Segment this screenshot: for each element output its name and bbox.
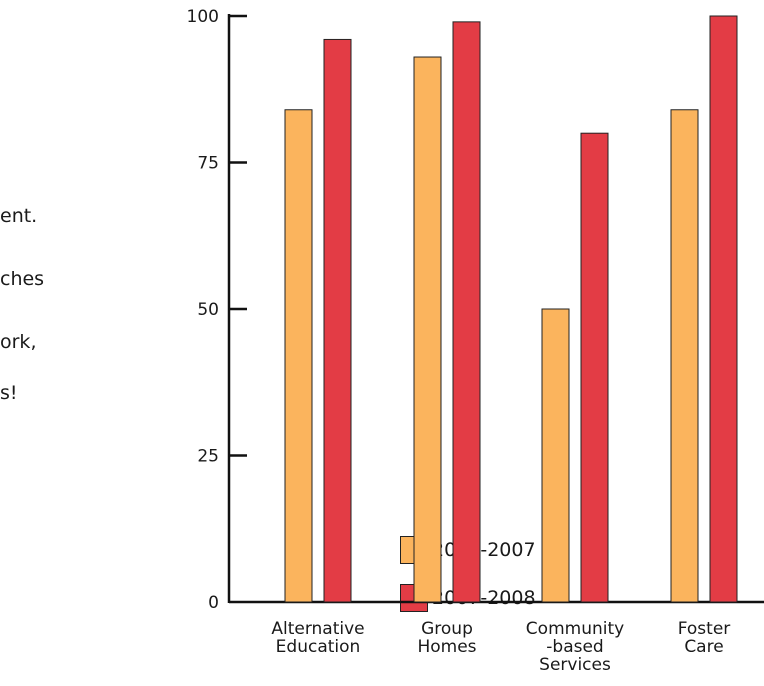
category-label-line: Foster (678, 619, 731, 639)
bar-series-1 (413, 56, 442, 603)
category-label: Community -based Services (526, 619, 624, 675)
bar-series-1 (670, 109, 699, 603)
y-tick-label: 75 (197, 154, 219, 174)
bar-series-2 (580, 132, 609, 603)
bar-series-1 (284, 109, 313, 603)
bar-series-1 (541, 308, 570, 603)
category-label: Foster Care (678, 619, 731, 657)
y-tick-label: 50 (197, 300, 219, 320)
y-tick-label: 100 (187, 7, 219, 27)
category-label-line: Alternative (271, 619, 364, 639)
bar-series-2 (709, 15, 738, 603)
side-text-line: ork, (0, 331, 37, 353)
side-text-line: ches (0, 268, 45, 290)
category-label-line: Services (539, 655, 611, 675)
y-tick-label: 0 (208, 593, 219, 613)
side-text-line: s! (0, 382, 18, 404)
category-labels: Alternative Education Group Homes Community -… (271, 619, 730, 675)
category-label-line: Homes (417, 637, 476, 657)
category-label-line: Care (684, 637, 723, 657)
bar-series-2 (323, 38, 352, 603)
category-label-line: -based (546, 637, 603, 657)
category-label: Alternative Education (271, 619, 364, 657)
category-label-line: Group (421, 619, 473, 639)
category-label: Group Homes (417, 619, 476, 657)
y-tick-labels: 0 25 50 75 100 (187, 7, 219, 613)
category-label-line: Education (276, 637, 361, 657)
side-text-line: ent. (0, 205, 38, 227)
chart-bars (284, 15, 738, 603)
bar-series-2 (452, 21, 481, 603)
y-tick-label: 25 (197, 447, 219, 467)
category-label-line: Community (526, 619, 624, 639)
